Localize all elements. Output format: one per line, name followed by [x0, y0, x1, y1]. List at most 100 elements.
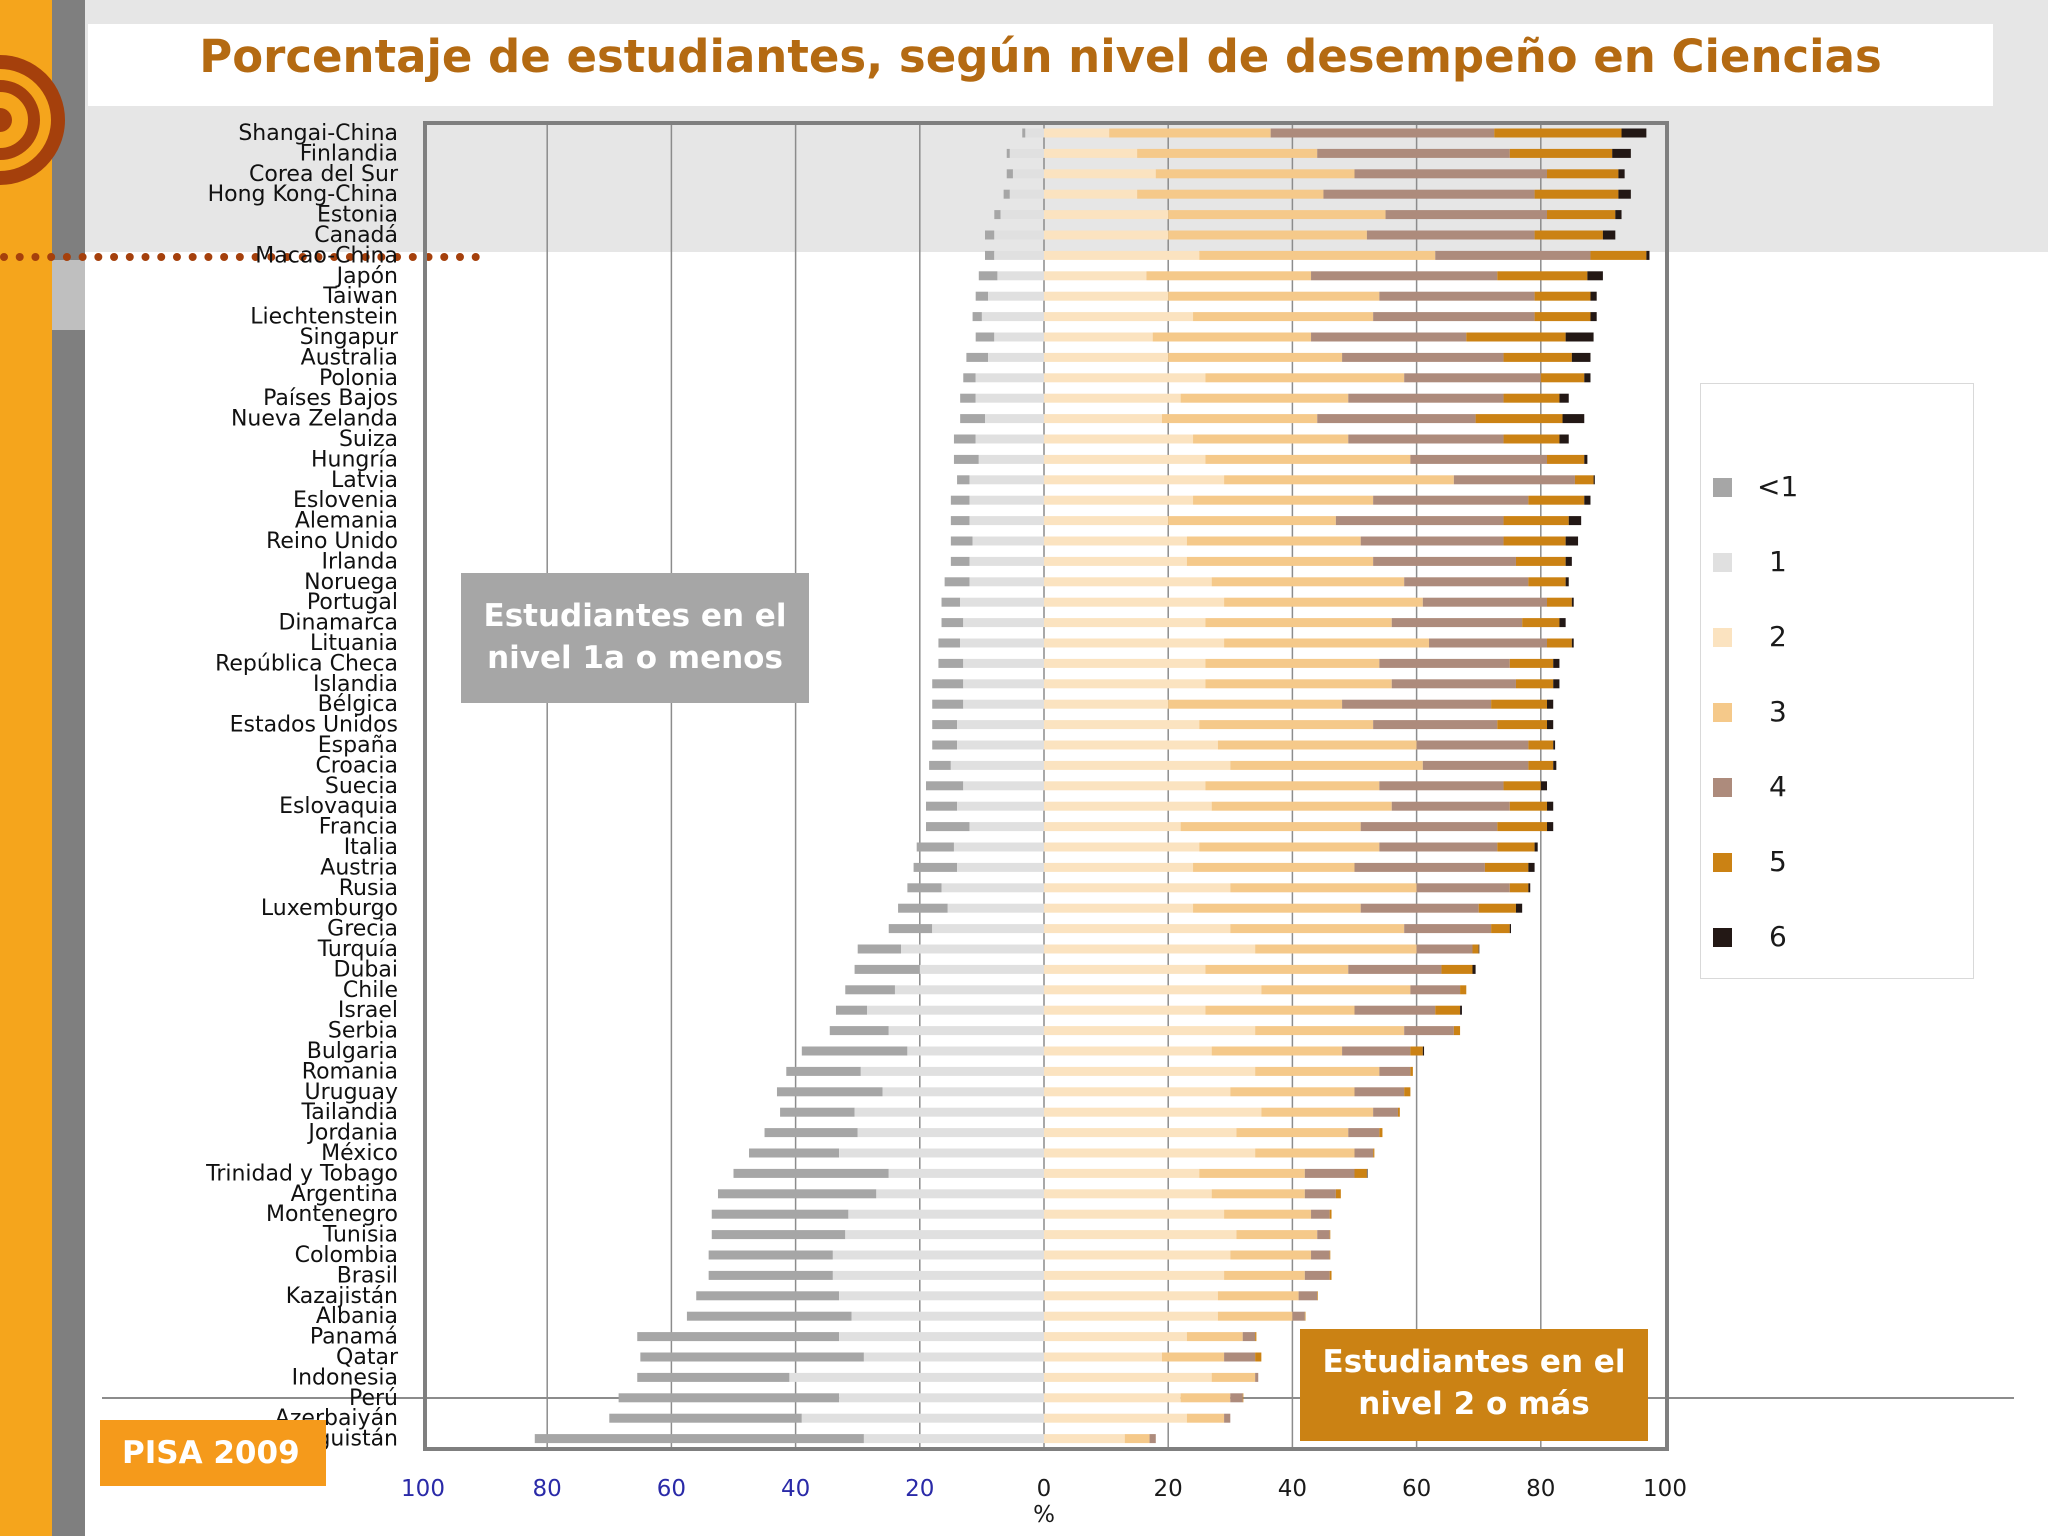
- bar-segment-below-1: [950, 536, 973, 546]
- country-label: Hong Kong-China: [208, 182, 398, 207]
- bar-segment-level-5: [1329, 1209, 1332, 1219]
- bar-segment-level-2: [1044, 1291, 1218, 1301]
- callout-left-line1: Estudiantes en el: [483, 598, 787, 634]
- legend-label: <1: [1757, 470, 1799, 503]
- bar-segment-level-3: [1205, 964, 1349, 974]
- bar-segment-level-3: [1180, 393, 1349, 403]
- bar-segment-level-2: [1044, 1107, 1262, 1117]
- x-axis-ticks: 100 80 60 40 20 0 20 40 60 80 100: [401, 1476, 1687, 1502]
- bar-segment-level-3: [1217, 740, 1417, 750]
- bar-segment-level-6: [1615, 210, 1622, 220]
- x-tick-label: 20: [1154, 1476, 1183, 1502]
- bar-segment-level-6: [1618, 189, 1631, 199]
- bars: [534, 128, 1650, 1444]
- bar-segment-level-1: [957, 862, 1044, 872]
- bar-segment-below-1: [686, 1311, 852, 1321]
- bar-segment-level-3: [1180, 822, 1361, 832]
- bar-segment-level-2: [1044, 964, 1206, 974]
- bar-segment-level-6: [1422, 1046, 1425, 1056]
- bar-segment-below-1: [953, 454, 979, 464]
- bar-segment-level-2: [1044, 924, 1231, 934]
- bar-segment-level-1: [963, 699, 1044, 709]
- bar-segment-level-6: [1618, 169, 1625, 179]
- bar-segment-level-2: [1044, 536, 1187, 546]
- x-tick-label: 0: [1037, 1476, 1052, 1502]
- bar-segment-level-6: [1528, 883, 1531, 893]
- country-label: Chile: [343, 978, 398, 1003]
- legend-swatch: [1713, 703, 1732, 722]
- bar-segment-level-5: [1255, 1332, 1257, 1342]
- bar-segment-level-3: [1168, 210, 1386, 220]
- country-label: Serbia: [328, 1019, 398, 1044]
- bar-segment-level-4: [1317, 148, 1510, 158]
- bar-segment-level-3: [1186, 1413, 1225, 1423]
- bar-segment-below-1: [898, 903, 948, 913]
- bar-segment-level-6: [1593, 475, 1595, 485]
- bar-segment-level-3: [1168, 291, 1380, 301]
- bar-segment-level-1: [950, 760, 1044, 770]
- country-label: Panamá: [310, 1325, 398, 1350]
- bar-segment-level-6: [1559, 393, 1569, 403]
- bar-segment-below-1: [960, 414, 986, 424]
- bar-segment-level-1: [839, 1291, 1044, 1301]
- bar-segment-level-4: [1379, 291, 1535, 301]
- bar-segment-level-5: [1534, 312, 1591, 322]
- country-label: Argentina: [291, 1182, 398, 1207]
- bar-segment-level-5: [1528, 740, 1554, 750]
- bar-segment-level-2: [1044, 679, 1206, 689]
- bar-segment-level-2: [1044, 1005, 1206, 1015]
- bar-segment-level-3: [1261, 985, 1411, 995]
- bar-segment-level-3: [1152, 332, 1312, 342]
- bar-segment-level-1: [851, 1311, 1044, 1321]
- bar-segment-level-5: [1478, 903, 1516, 913]
- bar-segment-level-5: [1497, 842, 1535, 852]
- country-label: Brasil: [337, 1263, 398, 1288]
- bar-segment-level-1: [845, 1230, 1044, 1240]
- bar-segment-below-1: [975, 332, 995, 342]
- bar-segment-level-3: [1205, 1005, 1355, 1015]
- bar-segment-level-1: [985, 414, 1044, 424]
- bar-segment-below-1: [708, 1270, 833, 1280]
- bar-segment-level-6: [1515, 903, 1523, 913]
- bar-segment-level-1: [975, 393, 1044, 403]
- bar-segment-level-1: [888, 1026, 1044, 1036]
- bar-segment-level-5: [1547, 454, 1585, 464]
- bar-segment-level-5: [1534, 230, 1603, 240]
- bar-segment-level-4: [1323, 189, 1535, 199]
- bar-segment-level-2: [1044, 332, 1153, 342]
- bar-segment-level-1: [960, 638, 1044, 648]
- bar-segment-level-5: [1460, 985, 1467, 995]
- bar-segment-level-1: [953, 842, 1044, 852]
- bar-segment-level-1: [894, 985, 1044, 995]
- bar-segment-level-3: [1255, 944, 1417, 954]
- page-title: Porcentaje de estudiantes, según nivel d…: [199, 30, 1882, 83]
- callout-level-1a-or-less: Estudiantes en el nivel 1a o menos: [461, 573, 809, 703]
- bar-segment-level-3: [1161, 414, 1318, 424]
- country-label: Montenegro: [266, 1202, 398, 1227]
- bar-segment-below-1: [926, 822, 970, 832]
- bar-segment-level-1: [963, 679, 1044, 689]
- bar-segment-level-2: [1044, 556, 1187, 566]
- bar-segment-level-3: [1137, 189, 1324, 199]
- bar-segment-level-6: [1460, 1005, 1462, 1015]
- bar-segment-level-5: [1397, 1107, 1400, 1117]
- bar-segment-level-3: [1186, 536, 1361, 546]
- country-label: Rusia: [339, 876, 398, 901]
- bar-segment-level-4: [1379, 658, 1510, 668]
- country-label: Uruguay: [305, 1080, 399, 1105]
- bar-segment-level-4: [1354, 862, 1485, 872]
- bar-segment-level-5: [1497, 822, 1548, 832]
- country-label: Hungría: [311, 447, 398, 472]
- bar-segment-level-2: [1044, 883, 1231, 893]
- bar-segment-level-6: [1571, 597, 1574, 607]
- bar-segment-level-3: [1205, 781, 1380, 791]
- bar-segment-below-1: [801, 1046, 908, 1056]
- bar-segment-level-3: [1205, 658, 1380, 668]
- country-label: Colombia: [295, 1243, 398, 1268]
- bar-segment-level-3: [1199, 1168, 1305, 1178]
- bar-segment-level-4: [1410, 985, 1461, 995]
- country-label: México: [321, 1141, 398, 1166]
- bar-segment-level-4: [1342, 1046, 1411, 1056]
- bar-segment-level-1: [832, 1250, 1044, 1260]
- bar-segment-level-4: [1404, 924, 1492, 934]
